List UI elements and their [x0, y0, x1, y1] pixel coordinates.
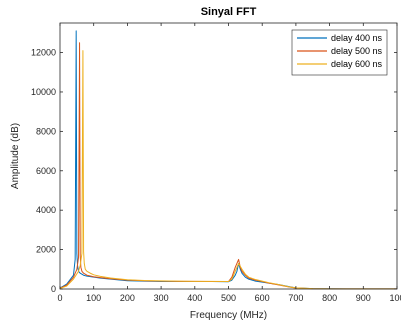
- x-tick-label: 400: [187, 293, 202, 303]
- y-tick-label: 2000: [36, 245, 56, 255]
- y-tick-label: 4000: [36, 205, 56, 215]
- legend-label-1: delay 400 ns: [331, 33, 383, 43]
- y-tick-label: 6000: [36, 166, 56, 176]
- y-tick-label: 0: [51, 284, 56, 294]
- series-line-3: [59, 50, 397, 290]
- x-tick-label: 100: [389, 293, 401, 303]
- legend-items: delay 400 ns delay 500 ns delay 600 ns: [297, 33, 383, 69]
- x-tick-label: 300: [154, 293, 169, 303]
- y-axis-label: Amplitude (dB): [10, 123, 21, 189]
- legend-label-3: delay 600 ns: [331, 59, 383, 69]
- x-tick-label: 600: [255, 293, 270, 303]
- x-tick-label: 500: [221, 293, 236, 303]
- x-tick-label: 100: [86, 293, 101, 303]
- y-axis-ticks: 0 2000 4000 6000 8000 10000 12000: [31, 48, 397, 294]
- y-tick-label: 12000: [31, 48, 56, 58]
- y-tick-label: 10000: [31, 87, 56, 97]
- x-tick-label: 900: [356, 293, 371, 303]
- chart-title: Sinyal FFT: [201, 6, 257, 18]
- legend: delay 400 ns delay 500 ns delay 600 ns: [291, 29, 388, 76]
- x-tick-label: 700: [288, 293, 303, 303]
- series-layer: [59, 30, 397, 290]
- x-tick-label: 200: [120, 293, 135, 303]
- x-tick-label: 800: [322, 293, 337, 303]
- x-tick-label: 0: [57, 293, 62, 303]
- x-axis-ticks: 0 100 200 300 400 500 600 700 800 900 100: [57, 23, 401, 303]
- x-axis-label: Frequency (MHz): [190, 310, 267, 321]
- legend-label-2: delay 500 ns: [331, 46, 383, 56]
- y-tick-label: 8000: [36, 126, 56, 136]
